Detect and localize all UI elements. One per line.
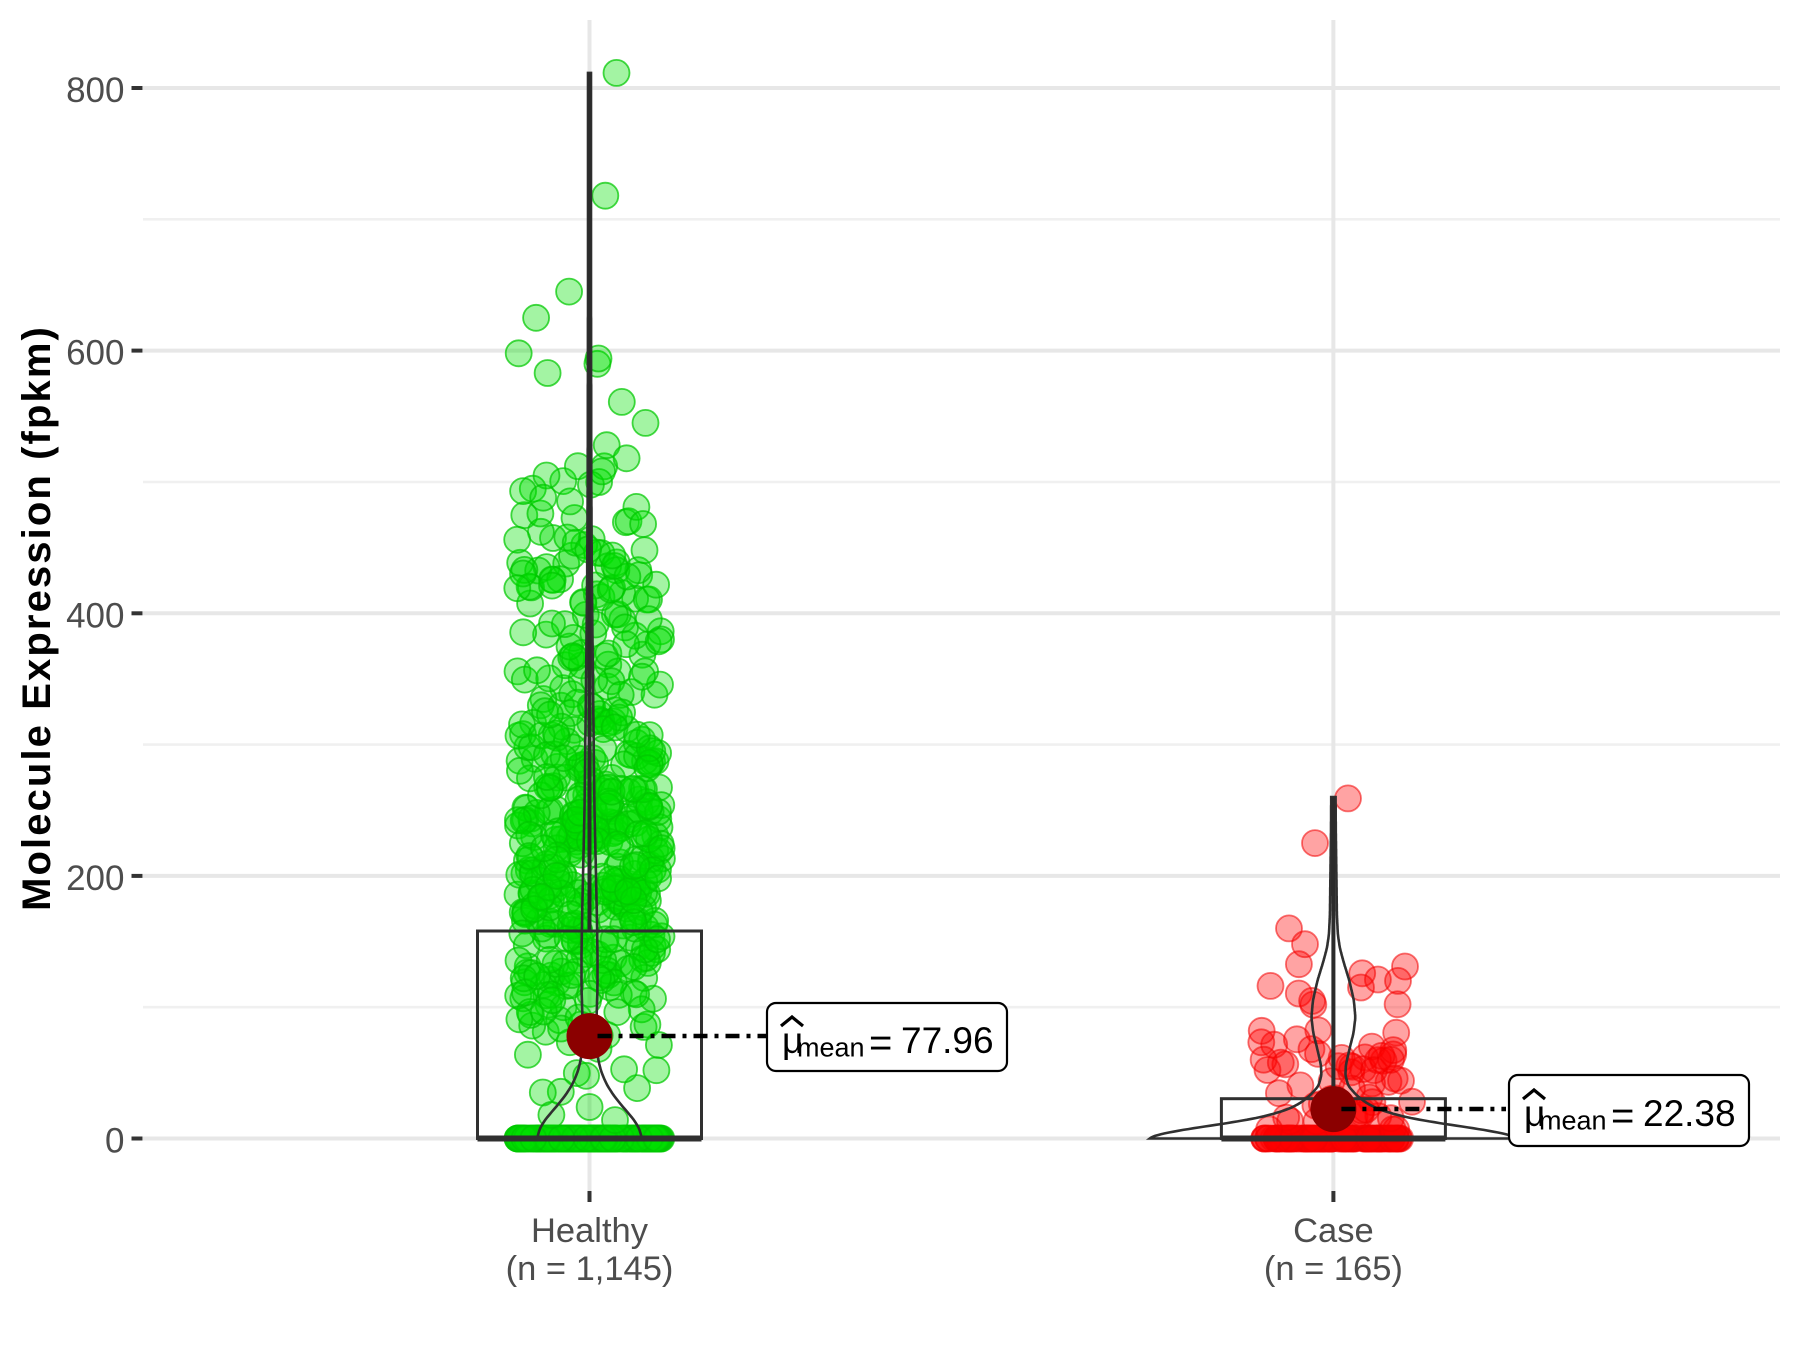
svg-text:400: 400 [66,596,124,635]
svg-text:Case: Case [1293,1212,1374,1250]
svg-text:mean: mean [1539,1106,1607,1136]
svg-text:mean: mean [797,1033,865,1063]
svg-text:(n = 165): (n = 165) [1264,1250,1403,1288]
svg-text:200: 200 [66,859,124,898]
svg-text:μ: μ [1524,1093,1545,1134]
svg-text:Healthy: Healthy [531,1212,649,1250]
svg-text:=: = [869,1021,892,1065]
svg-text:22.38: 22.38 [1643,1093,1736,1134]
svg-text:77.96: 77.96 [901,1020,994,1061]
svg-text:(n = 1,145): (n = 1,145) [506,1250,674,1288]
svg-text:μ: μ [782,1020,803,1061]
svg-text:800: 800 [66,71,124,110]
svg-text:600: 600 [66,334,124,373]
svg-text:=: = [1611,1094,1634,1138]
svg-text:0: 0 [105,1122,124,1161]
svg-text:Molecule Expression (fpkm): Molecule Expression (fpkm) [15,325,59,911]
